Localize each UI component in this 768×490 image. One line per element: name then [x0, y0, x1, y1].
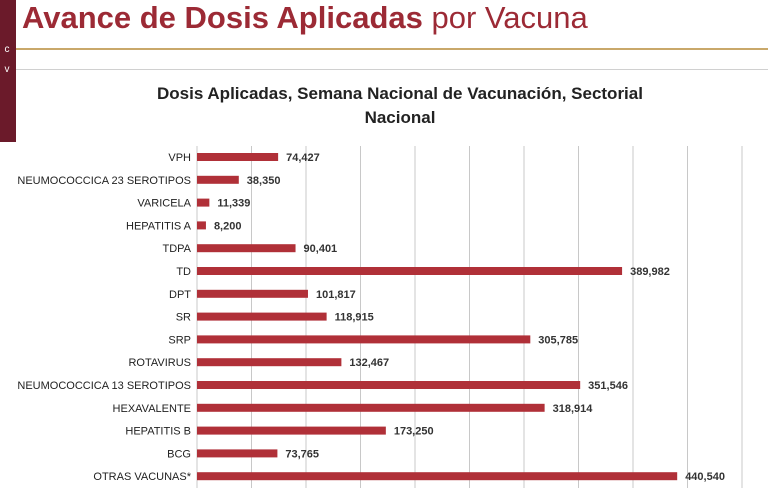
data-label: 440,540: [685, 471, 725, 483]
page-title: Avance de Dosis Aplicadas por Vacuna: [22, 0, 588, 40]
data-label: 305,785: [538, 334, 578, 346]
bar: [197, 403, 545, 412]
data-label: 11,339: [217, 198, 250, 210]
side-letter-v: v: [4, 64, 10, 75]
chart-title: Dosis Aplicadas, Semana Nacional de Vacu…: [100, 82, 700, 130]
side-strip: c v: [0, 0, 16, 142]
page-title-bold: Avance de Dosis Aplicadas: [22, 0, 423, 35]
chart-title-line2: Nacional: [364, 108, 436, 127]
category-label: DPT: [169, 289, 191, 301]
category-label: TDPA: [162, 243, 191, 255]
side-letter-c: c: [4, 44, 10, 55]
category-label: TD: [176, 266, 191, 278]
category-label: SRP: [168, 334, 191, 346]
category-label: OTRAS VACUNAS*: [93, 471, 191, 483]
bar: [197, 289, 308, 298]
data-label: 38,350: [247, 175, 281, 187]
category-label: NEUMOCOCCICA 23 SEROTIPOS: [17, 175, 191, 187]
bar: [197, 472, 678, 481]
bar: [197, 153, 279, 161]
bar: [197, 381, 581, 389]
category-label: HEPATITIS A: [126, 220, 192, 232]
data-label: 90,401: [304, 243, 338, 255]
chart-title-line1: Dosis Aplicadas, Semana Nacional de Vacu…: [157, 84, 643, 103]
category-label: BCG: [167, 448, 191, 460]
category-label: ROTAVIRUS: [128, 357, 191, 369]
panel-border: [16, 69, 768, 70]
bar: [197, 198, 210, 207]
accent-line: [16, 48, 768, 50]
data-label: 101,817: [316, 289, 356, 301]
bar: [197, 426, 386, 435]
category-label: HEXAVALENTE: [113, 403, 191, 415]
bar: [197, 267, 623, 275]
data-label: 74,427: [286, 152, 320, 164]
bar: [197, 221, 206, 230]
bar: [197, 244, 296, 253]
data-label: 118,915: [335, 312, 374, 324]
category-label: VARICELA: [137, 198, 191, 210]
category-label: VPH: [168, 152, 191, 164]
data-label: 389,982: [630, 266, 670, 278]
bar: [197, 175, 239, 184]
data-label: 132,467: [349, 357, 389, 369]
bar: [197, 312, 327, 321]
category-label: SR: [176, 312, 191, 324]
data-label: 73,765: [285, 448, 319, 460]
category-label: NEUMOCOCCICA 13 SEROTIPOS: [17, 380, 191, 392]
bar: [197, 335, 531, 344]
data-label: 173,250: [394, 426, 434, 438]
data-label: 8,200: [214, 220, 242, 232]
data-label: 318,914: [553, 403, 594, 415]
category-label: HEPATITIS B: [125, 426, 191, 438]
bar: [197, 358, 342, 367]
bar: [197, 449, 278, 458]
page-title-normal: por Vacuna: [431, 0, 588, 35]
data-label: 351,546: [588, 380, 628, 392]
side-letters: c v: [0, 40, 14, 80]
